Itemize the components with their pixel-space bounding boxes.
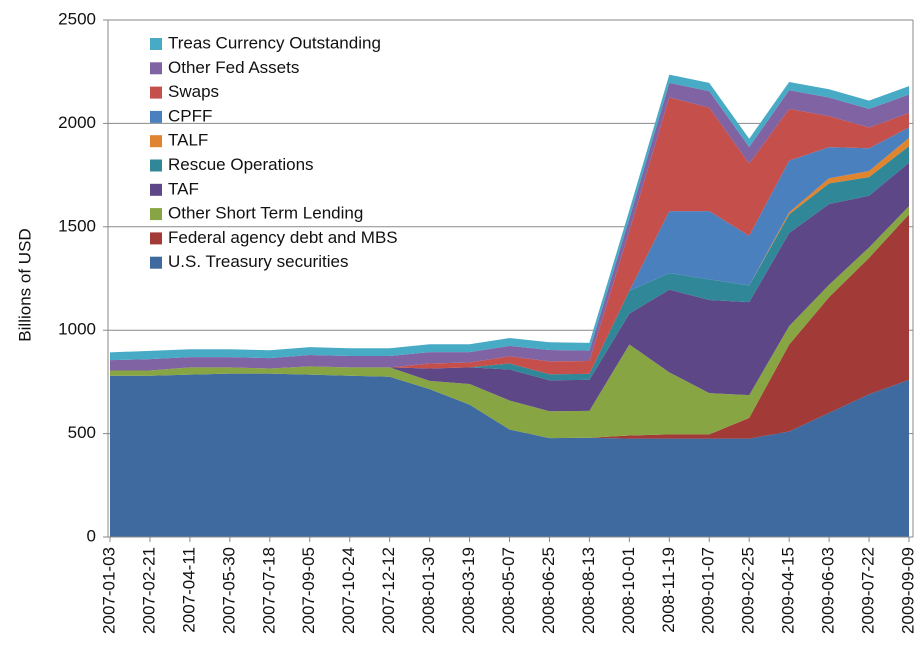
x-tick-label: 2007-01-03 [99,547,118,634]
x-tick-label: 2009-07-22 [859,547,878,634]
x-tick-label: 2008-06-25 [539,547,558,634]
legend-swatch [150,135,162,148]
x-tick-label: 2009-02-25 [739,547,758,634]
legend-label: Treas Currency Outstanding [168,33,381,52]
x-tick-label: 2007-04-11 [179,547,198,633]
legend-label: U.S. Treasury securities [168,252,348,271]
x-tick-label: 2008-05-07 [499,547,518,634]
legend-label: Other Fed Assets [168,58,299,77]
legend-swatch [150,86,162,99]
legend-label: TALF [168,131,208,150]
x-tick-label: 2007-05-30 [219,547,238,634]
x-tick-label: 2008-10-01 [619,547,638,634]
y-tick-label: 0 [87,526,96,545]
legend-label: Other Short Term Lending [168,204,363,223]
area [110,162,909,412]
legend-swatch [150,183,162,196]
x-tick-label: 2009-04-15 [779,547,798,634]
x-tick-label: 2009-09-09 [898,547,917,634]
legend-swatch [150,232,162,245]
area [110,97,909,375]
legend-swatch [150,208,162,221]
y-tick-label: 2500 [58,9,96,28]
y-tick-label: 1500 [58,216,96,235]
y-tick-label: 500 [68,423,96,442]
legend-label: Rescue Operations [168,155,314,174]
x-tick-label: 2007-02-21 [139,547,158,634]
x-tick-label: 2009-06-03 [819,547,838,634]
area [110,127,909,375]
legend-label: Federal agency debt and MBS [168,228,398,247]
legend-label: Swaps [168,82,219,101]
y-tick-label: 1000 [58,320,96,339]
x-tick-label: 2008-01-30 [419,547,438,634]
legend-swatch [150,256,162,269]
x-tick-label: 2007-07-18 [259,547,278,634]
x-tick-label: 2008-11-19 [659,547,678,633]
y-axis-title: Billions of USD [15,228,34,341]
y-tick-label: 2000 [58,113,96,132]
x-tick-label: 2008-03-19 [459,547,478,634]
area [110,82,909,371]
x-tick-label: 2007-09-05 [299,547,318,634]
x-tick-label: 2008-08-13 [579,547,598,634]
x-tick-label: 2009-01-07 [699,547,718,634]
area [110,373,909,537]
legend-swatch [150,110,162,123]
legend-label: TAF [168,179,199,198]
legend-swatch [150,62,162,75]
legend-swatch [150,38,162,50]
legend-label: CPFF [168,106,212,125]
x-tick-label: 2007-12-12 [379,547,398,634]
legend-swatch [150,159,162,172]
x-tick-label: 2007-10-24 [339,547,358,634]
